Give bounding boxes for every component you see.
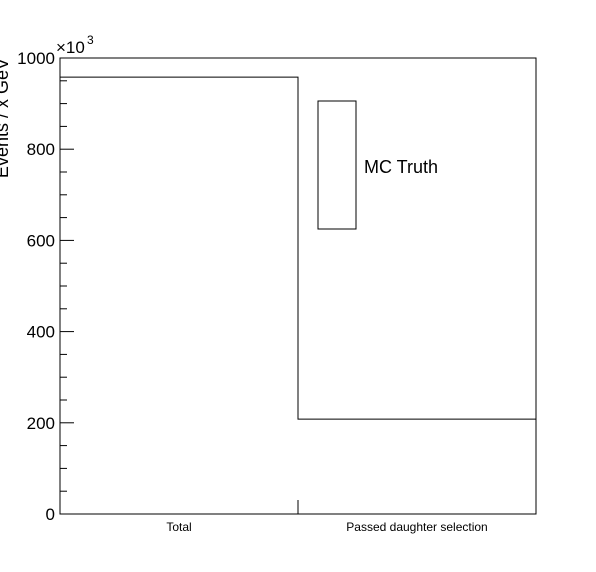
x-category-label: Passed daughter selection: [346, 520, 487, 534]
legend: MC Truth: [317, 100, 438, 230]
x-category-label: Total: [166, 520, 191, 534]
x-axis: Total Passed daughter selection: [166, 500, 488, 534]
y-axis: 0 200 400 600 800 1000: [17, 49, 74, 524]
y-scale-exponent: 3: [87, 33, 94, 47]
y-tick-label: 200: [27, 414, 55, 433]
y-tick-label: 400: [27, 323, 55, 342]
y-tick-label: 1000: [17, 49, 55, 68]
y-axis-label: Events / x GeV: [0, 58, 12, 178]
y-scale-factor: ×10: [56, 38, 85, 57]
y-tick-label: 800: [27, 140, 55, 159]
legend-label: MC Truth: [364, 157, 438, 177]
y-tick-label: 0: [46, 505, 55, 524]
series-line-mc-truth: [60, 76, 536, 420]
legend-swatch: [317, 100, 357, 230]
y-tick-label: 600: [27, 231, 55, 250]
